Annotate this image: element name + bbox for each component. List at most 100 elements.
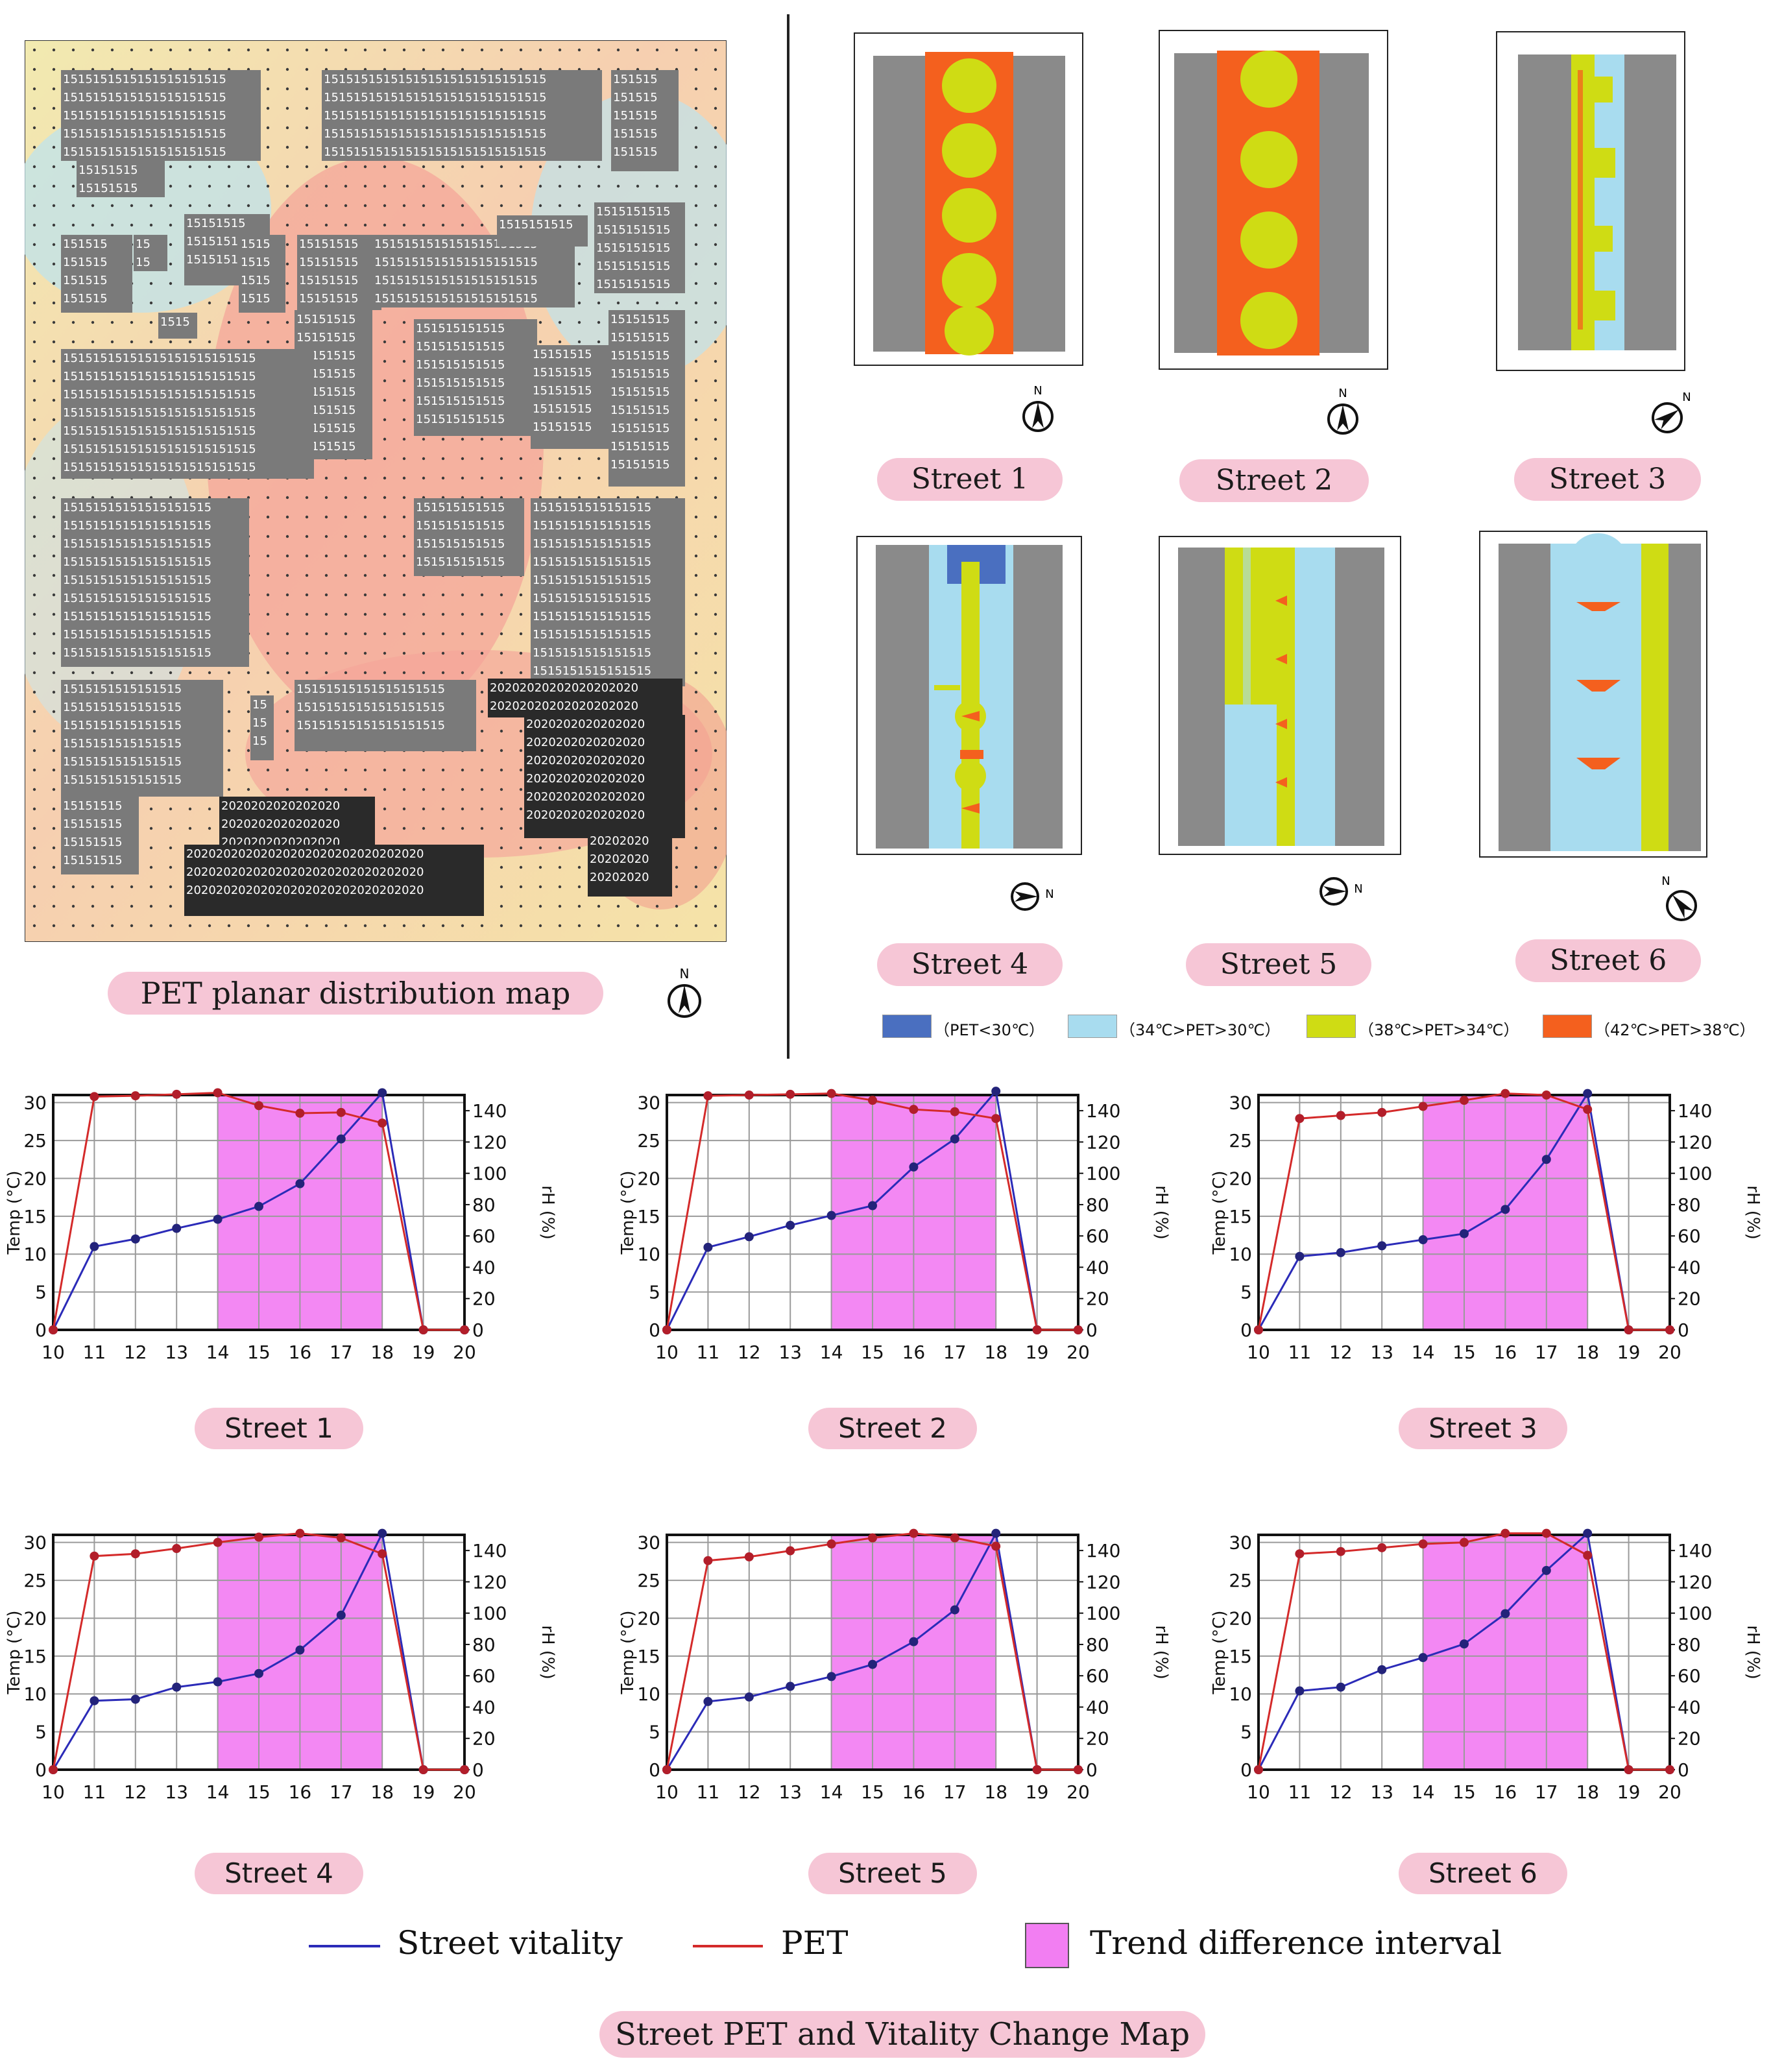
x-tick-label: 16 — [1494, 1342, 1517, 1363]
street-vitality-point — [1583, 1528, 1593, 1538]
pet-point — [786, 1089, 795, 1099]
y-tick-label: 5 — [1240, 1282, 1252, 1303]
x-tick-label: 19 — [1617, 1342, 1641, 1363]
map-block-label: 15 — [252, 734, 267, 748]
map-block-label: 1515151515151515 — [63, 701, 182, 714]
map-block-label: 1515151515151515 — [533, 646, 651, 660]
map-block-label: 1515151515151515 — [533, 664, 651, 678]
x-tick-label: 20 — [1066, 1781, 1090, 1803]
y-right-tick-label: 40 — [1086, 1696, 1109, 1718]
pet-point — [744, 1090, 754, 1100]
map-block-label: 15151515151515151515 — [296, 701, 445, 714]
pet-point — [703, 1091, 713, 1101]
street-vitality-point — [703, 1242, 713, 1252]
x-tick-label: 19 — [412, 1781, 435, 1803]
street-vitality-point — [950, 1605, 959, 1615]
map-block-label: 1515151515151515151515 — [374, 292, 538, 306]
y-right-tick-label: 120 — [1086, 1131, 1120, 1153]
street-6-thermal-map — [1479, 531, 1707, 858]
pet-point — [868, 1096, 877, 1105]
y-right-tick-label: 20 — [472, 1288, 496, 1310]
map-block-label: 1515151515151515 — [533, 610, 651, 623]
y-tick-label: 0 — [1240, 1319, 1252, 1341]
y-right-tick-label: 0 — [472, 1319, 484, 1341]
x-tick-label: 12 — [738, 1781, 761, 1803]
y-tick-label: 15 — [637, 1206, 660, 1227]
street-vitality-point — [950, 1134, 959, 1144]
map-block-label: 15151515 — [299, 237, 359, 251]
x-tick-label: 12 — [124, 1781, 147, 1803]
x-tick-label: 13 — [1370, 1781, 1393, 1803]
legend-line-vitality — [309, 1945, 380, 1947]
pet-point — [213, 1088, 223, 1098]
y-tick-label: 15 — [23, 1206, 47, 1227]
y-tick-label: 15 — [23, 1646, 47, 1667]
street-vitality-point — [991, 1528, 1001, 1538]
street-vitality-point — [1583, 1089, 1593, 1098]
map-block-label: 1515151515151515 — [63, 682, 182, 696]
pet-point — [1254, 1325, 1263, 1334]
x-tick-label: 11 — [1288, 1781, 1312, 1803]
y-axis-title: Temp (°C) — [618, 1611, 638, 1695]
x-tick-label: 18 — [984, 1781, 1007, 1803]
street-vitality-point — [1377, 1241, 1387, 1251]
pet-planar-map: 1515151515151515151515151515151515151515… — [25, 40, 727, 942]
map-block-label: 20202020202020202020202020202020 — [186, 884, 424, 897]
y-right-axis-title: rH (%) — [1743, 1625, 1763, 1680]
map-building-block — [608, 310, 685, 487]
map-block-label: 20202020202020202020202020202020 — [186, 847, 424, 861]
pet-point — [336, 1533, 346, 1543]
map-block-label: 1515151515151515 — [533, 628, 651, 642]
y-right-tick-label: 0 — [1086, 1759, 1098, 1781]
pet-point — [213, 1537, 223, 1547]
x-tick-label: 11 — [1288, 1342, 1312, 1363]
map-block-label: 15151515 — [299, 274, 359, 287]
legend-label-hot: （42℃>PET>38℃） — [1595, 1021, 1755, 1039]
map-block-label: 151515151515151515151515151515 — [324, 127, 547, 141]
street-vitality-point — [254, 1668, 263, 1678]
street-vitality-point — [703, 1696, 713, 1706]
map-block-label: 15151515 — [610, 331, 670, 344]
y-tick-label: 10 — [1229, 1683, 1252, 1705]
pet-point — [1377, 1543, 1387, 1552]
pet-point — [786, 1546, 795, 1556]
street-6-label: Street 6 — [1515, 939, 1701, 982]
line-chart-street-4: 10 11 12 13 14 15 16 17 18 19 20051015202530020406… — [5, 1528, 557, 1803]
line-chart-street-3: 10 11 12 13 14 15 16 17 18 19 20051015202530020406… — [1210, 1089, 1763, 1363]
map-building-block — [414, 498, 524, 576]
street-vitality-point — [786, 1681, 795, 1691]
street-vitality-point — [909, 1162, 919, 1172]
map-building-block — [297, 235, 381, 310]
map-block-label: 1515151515 — [596, 259, 671, 273]
y-tick-label: 15 — [1229, 1646, 1252, 1667]
y-tick-label: 30 — [23, 1532, 47, 1554]
street-vitality-point — [1500, 1205, 1510, 1214]
street-vitality-point — [1418, 1653, 1428, 1663]
map-block-label: 15151515 — [533, 384, 592, 398]
street-vitality-point — [172, 1223, 182, 1233]
pet-point — [1336, 1111, 1345, 1120]
x-tick-label: 18 — [370, 1781, 394, 1803]
y-tick-label: 0 — [35, 1759, 47, 1781]
street-vitality-point — [130, 1694, 140, 1704]
map-block-label: 15151515 — [533, 366, 592, 379]
street-vitality-point — [1377, 1665, 1387, 1674]
y-axis-title: Temp (°C) — [5, 1611, 24, 1695]
map-block-label: 15151515 — [78, 163, 138, 177]
y-tick-label: 20 — [23, 1168, 47, 1189]
x-tick-label: 17 — [943, 1342, 967, 1363]
pet-point — [254, 1101, 263, 1111]
legend-label-warm: （38℃>PET>34℃） — [1358, 1021, 1519, 1039]
map-block-label: 15151515151515151515151515 — [63, 388, 256, 402]
plot-frame — [1257, 1094, 1671, 1331]
map-block-label: 15151515 — [186, 235, 246, 248]
x-tick-label: 14 — [206, 1342, 230, 1363]
street-vitality-point — [90, 1242, 99, 1251]
y-right-tick-label: 100 — [1086, 1603, 1120, 1624]
y-right-tick-label: 40 — [1086, 1257, 1109, 1278]
y-right-tick-label: 80 — [1086, 1634, 1109, 1656]
map-block-label: 20202020 — [590, 852, 649, 866]
map-building-block — [588, 832, 672, 897]
y-right-tick-label: 100 — [472, 1163, 507, 1185]
